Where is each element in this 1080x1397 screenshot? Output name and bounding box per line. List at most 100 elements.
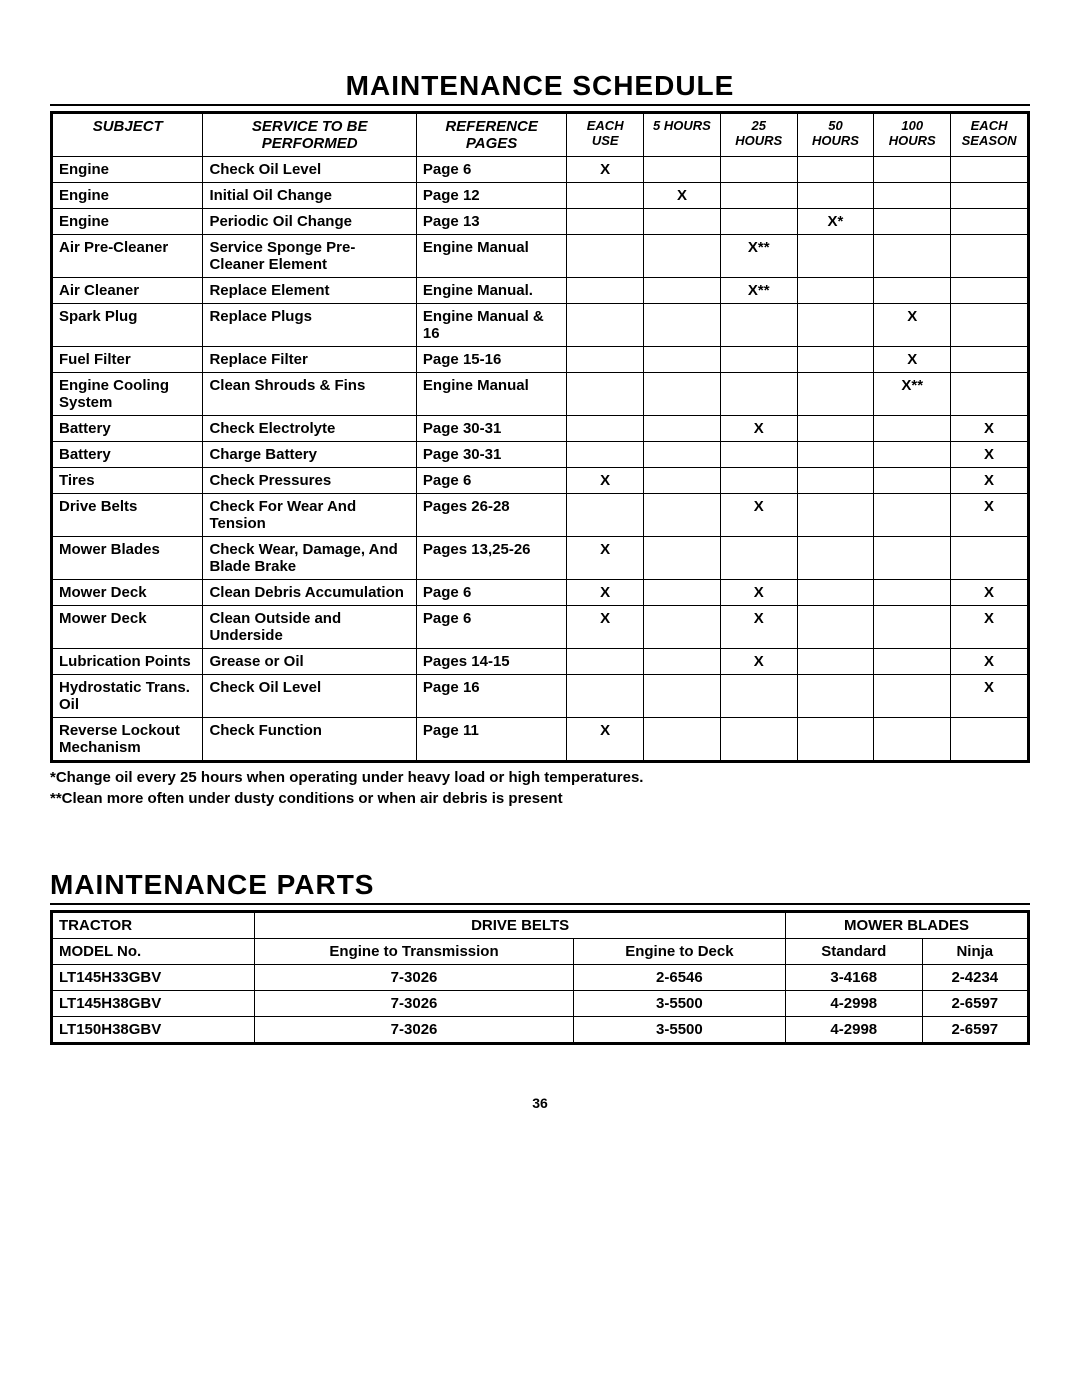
cell-h50 — [797, 157, 874, 183]
table-row: Lubrication PointsGrease or OilPages 14-… — [52, 649, 1029, 675]
maintenance-schedule-title: MAINTENANCE SCHEDULE — [50, 70, 1030, 106]
cell-season: X — [951, 675, 1029, 718]
cell-season — [951, 304, 1029, 347]
cell-h5 — [644, 718, 721, 762]
cell-h50 — [797, 580, 874, 606]
cell-h5 — [644, 347, 721, 373]
cell-ref: Page 6 — [416, 157, 566, 183]
cell-eng_trans: 7-3026 — [255, 1017, 574, 1044]
cell-h100 — [874, 235, 951, 278]
cell-h50 — [797, 468, 874, 494]
header-subject: SUBJECT — [52, 113, 203, 157]
cell-ref: Page 16 — [416, 675, 566, 718]
header-reference: REFERENCE PAGES — [416, 113, 566, 157]
cell-each_use: X — [567, 468, 644, 494]
table-row: EngineCheck Oil LevelPage 6X — [52, 157, 1029, 183]
cell-season: X — [951, 494, 1029, 537]
cell-h100 — [874, 675, 951, 718]
cell-h100 — [874, 278, 951, 304]
cell-h100 — [874, 442, 951, 468]
cell-each_use — [567, 649, 644, 675]
cell-eng_deck: 3-5500 — [573, 1017, 785, 1044]
cell-h100 — [874, 209, 951, 235]
cell-service: Check Function — [203, 718, 416, 762]
cell-subject: Engine — [52, 209, 203, 235]
cell-each_use — [567, 347, 644, 373]
cell-h50 — [797, 606, 874, 649]
cell-service: Clean Outside and Underside — [203, 606, 416, 649]
cell-h5 — [644, 235, 721, 278]
cell-h100 — [874, 718, 951, 762]
cell-season — [951, 183, 1029, 209]
header-each-season: EACH SEASON — [951, 113, 1029, 157]
cell-h50 — [797, 235, 874, 278]
table-row: BatteryCheck ElectrolytePage 30-31XX — [52, 416, 1029, 442]
cell-ref: Page 6 — [416, 468, 566, 494]
header-25-hours: 25 HOURS — [720, 113, 797, 157]
cell-service: Service Sponge Pre-Cleaner Element — [203, 235, 416, 278]
cell-service: Check Oil Level — [203, 675, 416, 718]
cell-h25 — [720, 304, 797, 347]
cell-ref: Page 12 — [416, 183, 566, 209]
cell-each_use — [567, 442, 644, 468]
footnote-1: *Change oil every 25 hours when operatin… — [50, 767, 1030, 788]
cell-h5 — [644, 373, 721, 416]
cell-h25: X — [720, 494, 797, 537]
cell-h25 — [720, 347, 797, 373]
cell-model: LT145H33GBV — [52, 965, 255, 991]
cell-h100: X** — [874, 373, 951, 416]
cell-season — [951, 157, 1029, 183]
cell-subject: Hydrostatic Trans. Oil — [52, 675, 203, 718]
cell-each_use — [567, 209, 644, 235]
cell-h50 — [797, 718, 874, 762]
cell-subject: Lubrication Points — [52, 649, 203, 675]
cell-ref: Page 30-31 — [416, 442, 566, 468]
cell-h100: X — [874, 347, 951, 373]
cell-ref: Page 6 — [416, 580, 566, 606]
cell-h25: X — [720, 580, 797, 606]
cell-h5 — [644, 442, 721, 468]
header-50-hours: 50 HOURS — [797, 113, 874, 157]
cell-standard: 3-4168 — [785, 965, 922, 991]
cell-season — [951, 235, 1029, 278]
table-row: Mower BladesCheck Wear, Damage, And Blad… — [52, 537, 1029, 580]
cell-h25: X — [720, 649, 797, 675]
cell-h100 — [874, 416, 951, 442]
cell-h50 — [797, 416, 874, 442]
cell-h5 — [644, 494, 721, 537]
cell-h25: X** — [720, 235, 797, 278]
maintenance-parts-table: TRACTOR DRIVE BELTS MOWER BLADES MODEL N… — [50, 910, 1030, 1045]
cell-subject: Mower Deck — [52, 606, 203, 649]
cell-ref: Page 11 — [416, 718, 566, 762]
cell-h50 — [797, 278, 874, 304]
parts-header-mower-blades: MOWER BLADES — [785, 912, 1028, 939]
cell-h25 — [720, 718, 797, 762]
cell-h25 — [720, 442, 797, 468]
cell-each_use: X — [567, 157, 644, 183]
cell-ninja: 2-6597 — [922, 1017, 1028, 1044]
cell-subject: Battery — [52, 442, 203, 468]
cell-service: Check For Wear And Tension — [203, 494, 416, 537]
cell-h5 — [644, 675, 721, 718]
cell-h5 — [644, 209, 721, 235]
cell-ref: Engine Manual — [416, 373, 566, 416]
cell-season — [951, 347, 1029, 373]
cell-ref: Page 30-31 — [416, 416, 566, 442]
table-row: TiresCheck PressuresPage 6XX — [52, 468, 1029, 494]
cell-h5 — [644, 606, 721, 649]
cell-each_use: X — [567, 718, 644, 762]
cell-each_use — [567, 278, 644, 304]
cell-subject: Spark Plug — [52, 304, 203, 347]
cell-h25 — [720, 537, 797, 580]
cell-ref: Page 13 — [416, 209, 566, 235]
table-row: Mower DeckClean Outside and UndersidePag… — [52, 606, 1029, 649]
cell-h50 — [797, 373, 874, 416]
table-row: Reverse Lockout MechanismCheck FunctionP… — [52, 718, 1029, 762]
parts-header-ninja: Ninja — [922, 939, 1028, 965]
parts-header-standard: Standard — [785, 939, 922, 965]
cell-h50: X* — [797, 209, 874, 235]
footnotes: *Change oil every 25 hours when operatin… — [50, 767, 1030, 809]
cell-h25: X** — [720, 278, 797, 304]
maintenance-schedule-table: SUBJECT SERVICE TO BE PERFORMED REFERENC… — [50, 111, 1030, 763]
cell-h25 — [720, 373, 797, 416]
